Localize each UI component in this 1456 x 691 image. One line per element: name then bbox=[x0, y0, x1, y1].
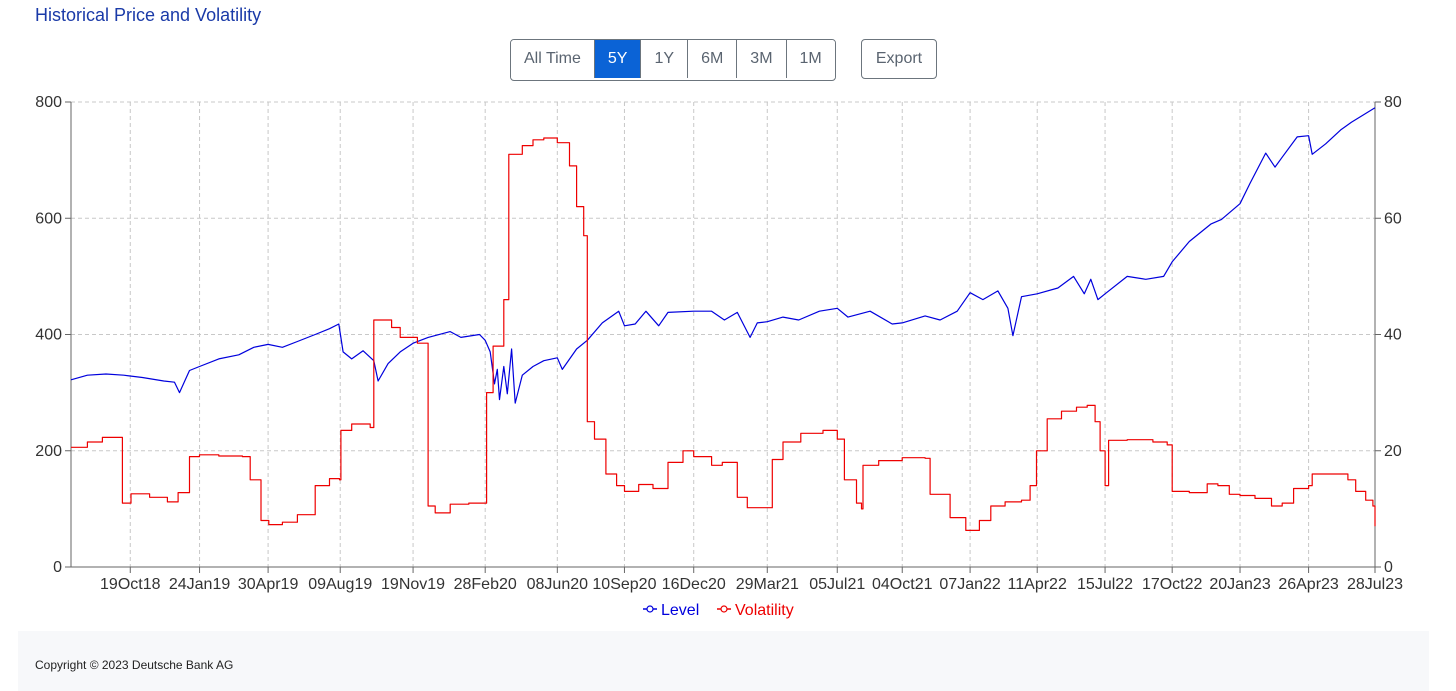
left-axis-tick-label: 200 bbox=[35, 443, 62, 460]
right-axis-tick-label: 80 bbox=[1384, 94, 1402, 111]
x-axis-tick-label: 16Dec20 bbox=[662, 576, 726, 593]
x-axis-tick-label: 17Oct22 bbox=[1142, 576, 1203, 593]
page-title: Historical Price and Volatility bbox=[35, 5, 262, 25]
x-axis-tick-label: 26Apr23 bbox=[1278, 576, 1339, 593]
right-axis-tick-label: 40 bbox=[1384, 327, 1402, 344]
x-axis-tick-label: 19Nov19 bbox=[381, 576, 445, 593]
x-axis-tick-label: 04Oct21 bbox=[872, 576, 933, 593]
x-axis-tick-label: 28Jul23 bbox=[1347, 576, 1403, 593]
x-axis-tick-label: 19Oct18 bbox=[100, 576, 161, 593]
copyright-text: Copyright © 2023 Deutsche Bank AG bbox=[35, 658, 234, 672]
price-volatility-chart: 0 200 400 600 800 0 20 40 60 80 19Oct18 24Jan19 30Ap… bbox=[35, 94, 1403, 619]
range-button-all-time[interactable]: All Time bbox=[511, 40, 595, 78]
footer: Copyright © 2023 Deutsche Bank AG bbox=[18, 631, 1429, 691]
range-button-1m[interactable]: 1M bbox=[786, 40, 835, 78]
x-axis-tick-label: 11Apr22 bbox=[1008, 576, 1067, 593]
x-axis-tick-label: 24Jan19 bbox=[169, 576, 230, 593]
x-axis-tick-label: 05Jul21 bbox=[809, 576, 865, 593]
range-button-6m[interactable]: 6M bbox=[688, 40, 738, 78]
x-axis-tick-label: 07Jan22 bbox=[939, 576, 1000, 593]
range-button-5y[interactable]: 5Y bbox=[594, 40, 642, 78]
left-axis-tick-label: 400 bbox=[35, 327, 62, 344]
legend-marker-dot bbox=[646, 605, 654, 613]
x-axis-tick-label: 09Aug19 bbox=[308, 576, 372, 593]
series-line-volatility bbox=[71, 137, 1376, 531]
range-button-3m[interactable]: 3M bbox=[737, 40, 787, 78]
left-axis-tick-label: 0 bbox=[53, 559, 62, 576]
right-axis-tick-label: 20 bbox=[1384, 443, 1402, 460]
x-axis-tick-label: 10Sep20 bbox=[592, 576, 656, 593]
export-button[interactable]: Export bbox=[861, 39, 937, 79]
range-button-1y[interactable]: 1Y bbox=[641, 40, 689, 78]
time-range-selector: All Time 5Y 1Y 6M 3M 1M bbox=[510, 39, 836, 81]
left-axis-tick-label: 600 bbox=[35, 210, 62, 227]
series-line-level bbox=[70, 107, 1376, 404]
x-axis-tick-label: 29Mar21 bbox=[736, 576, 799, 593]
x-axis-tick-label: 28Feb20 bbox=[454, 576, 517, 593]
x-axis-tick-label: 20Jan23 bbox=[1209, 576, 1270, 593]
legend-label-volatility: Volatility bbox=[735, 602, 794, 619]
x-axis-tick-label: 30Apr19 bbox=[238, 576, 299, 593]
right-axis-tick-label: 0 bbox=[1384, 559, 1393, 576]
legend-marker-dot bbox=[720, 605, 728, 613]
x-axis-tick-label: 08Jun20 bbox=[527, 576, 588, 593]
left-axis-tick-label: 800 bbox=[35, 94, 62, 111]
legend-label-level: Level bbox=[661, 602, 699, 619]
x-axis-tick-label: 15Jul22 bbox=[1077, 576, 1133, 593]
right-axis-tick-label: 60 bbox=[1384, 210, 1402, 227]
